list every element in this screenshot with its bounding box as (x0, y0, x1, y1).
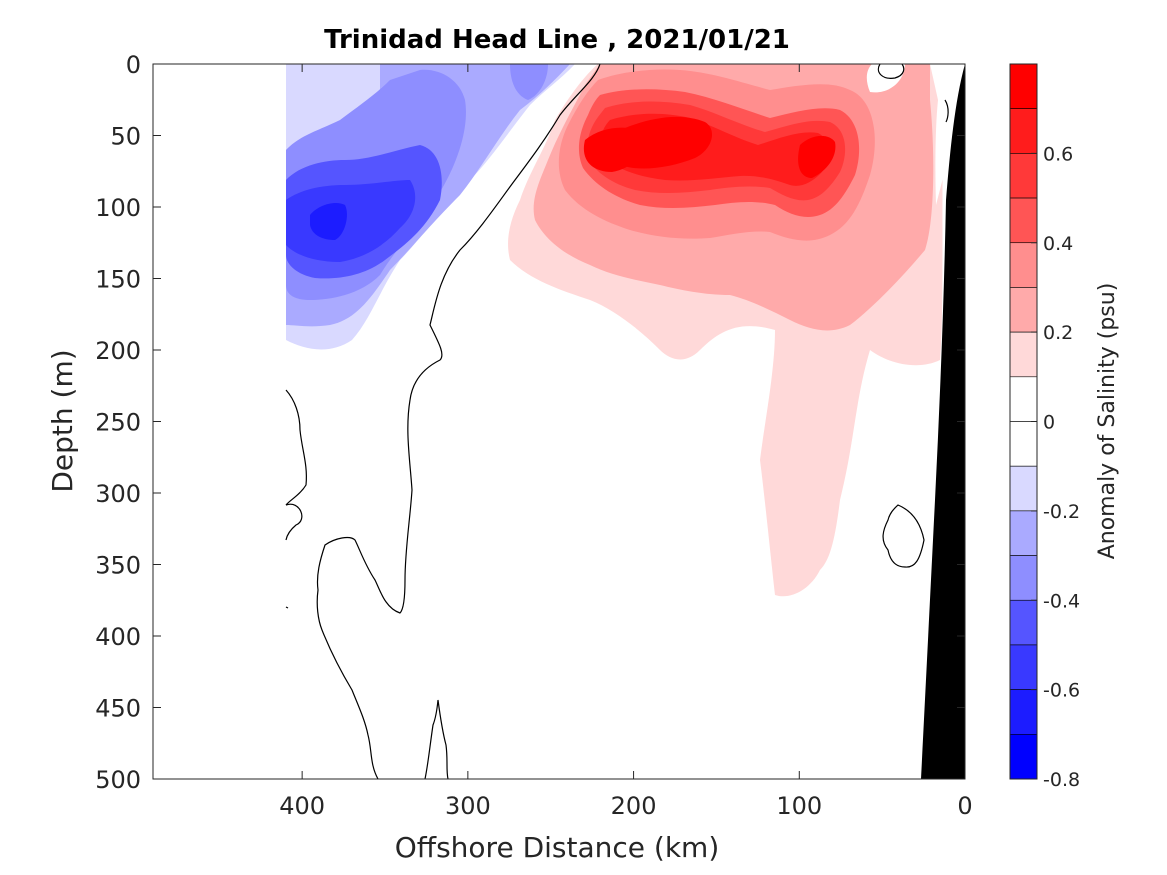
colorbar-swatch (1009, 376, 1038, 422)
y-tick-label: 300 (95, 480, 141, 508)
contour-fill-neg-0.5 (286, 180, 416, 262)
colorbar-tick-label: 0 (1043, 412, 1055, 434)
colorbar-swatch (1009, 734, 1038, 780)
colorbar-swatch (1009, 197, 1038, 244)
colorbar-swatch (1009, 421, 1038, 467)
y-tick-label: 400 (95, 623, 141, 651)
y-tick-label: 250 (95, 409, 141, 437)
y-axis-label: Depth (m) (46, 349, 79, 492)
colorbar-ticks: 0.6 0.4 0.2 0 -0.2 -0.4 -0.6 -0.8 (1031, 143, 1080, 791)
colorbar-swatch (1009, 644, 1038, 690)
y-tick-label: 50 (110, 123, 141, 151)
colorbar-tick-label: -0.6 (1043, 680, 1080, 702)
x-tick-label: 100 (776, 792, 822, 820)
colorbar-tick-label: -0.2 (1043, 501, 1080, 523)
colorbar-swatch (1009, 108, 1038, 154)
colorbar-swatch (1009, 599, 1038, 646)
colorbar-swatch (1009, 242, 1038, 288)
colorbar-tick-label: -0.4 (1043, 590, 1080, 612)
colorbar-swatch (1009, 689, 1038, 735)
y-tick-label: 0 (126, 51, 141, 79)
contour-fill-pos-0.7 (583, 116, 836, 178)
y-tick-label: 500 (95, 766, 141, 794)
chart-title: Trinidad Head Line , 2021/01/21 (324, 25, 790, 55)
y-tick-label: 450 (95, 695, 141, 723)
contour-fill-nearshore-gap (866, 64, 950, 205)
y-tick-label: 150 (95, 266, 141, 294)
x-tick-label: 200 (611, 792, 657, 820)
x-axis-label: Offshore Distance (km) (395, 831, 720, 864)
x-tick-label: 0 (957, 792, 972, 820)
y-tick-label: 100 (95, 194, 141, 222)
zero-contours (285, 64, 949, 779)
colorbar-swatch (1009, 331, 1038, 378)
colorbar-swatch (1009, 465, 1038, 512)
colorbar-swatch (1009, 555, 1038, 601)
colorbar-tick-label: 0.4 (1043, 233, 1073, 255)
seafloor-bathymetry (921, 64, 965, 779)
colorbar-tick-label: 0.2 (1043, 322, 1073, 344)
contour-fill-neg-0.6 (310, 203, 347, 240)
y-tick-label: 200 (95, 337, 141, 365)
colorbar-swatch (1009, 510, 1038, 556)
colorbar-tick-label: -0.8 (1043, 769, 1080, 791)
colorbar-swatch (1009, 287, 1038, 333)
y-tick-label: 350 (95, 552, 141, 580)
colorbar-label: Anomaly of Salinity (psu) (1095, 283, 1120, 560)
x-tick-label: 300 (445, 792, 491, 820)
x-tick-label: 400 (279, 792, 325, 820)
x-axis: 400 300 200 100 0 (279, 64, 973, 820)
colorbar-swatch (1009, 63, 1038, 109)
plot-area (285, 64, 965, 779)
y-axis: 0 50 100 150 200 250 300 350 400 450 500 (95, 51, 965, 794)
colorbar-tick-label: 0.6 (1043, 143, 1073, 165)
colorbar-swatch (1009, 153, 1038, 199)
